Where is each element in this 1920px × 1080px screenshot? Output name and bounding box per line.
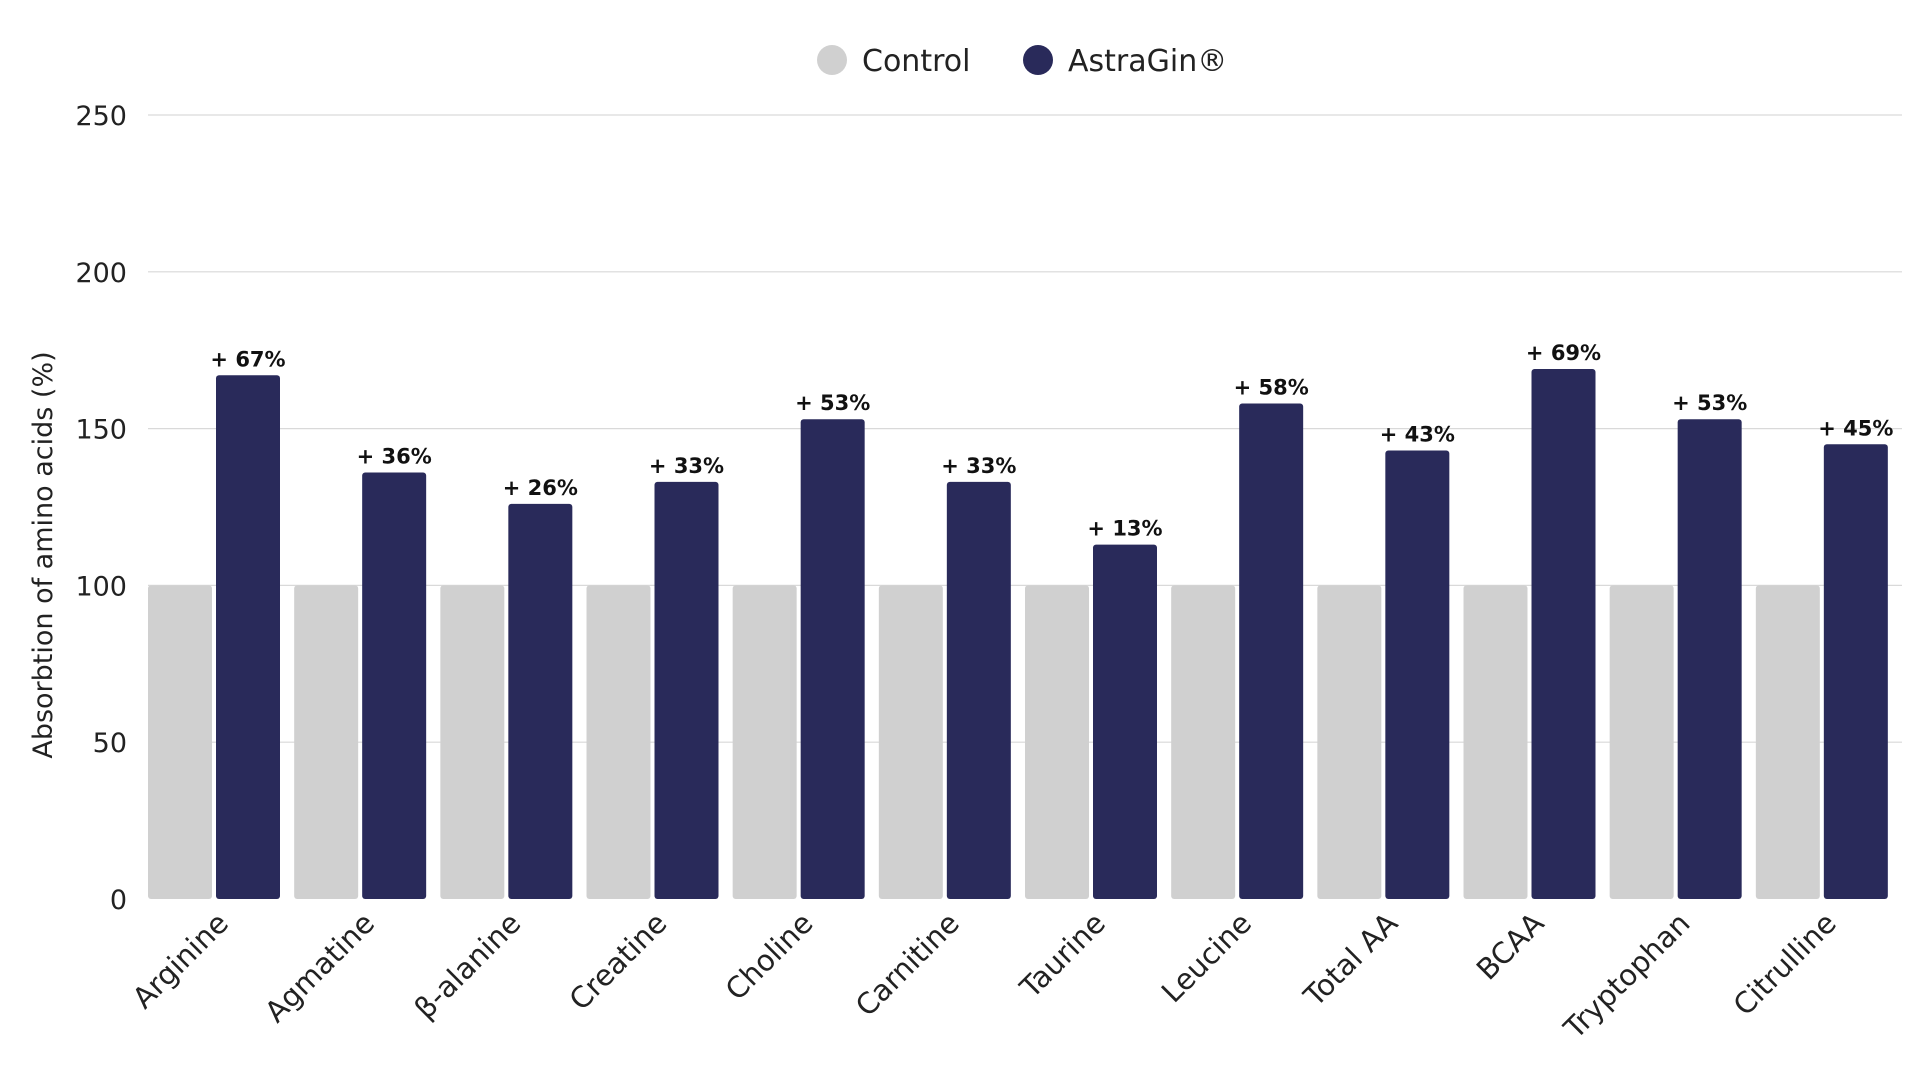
y-tick-label: 100 bbox=[75, 571, 127, 602]
data-label: + 67% bbox=[210, 347, 285, 371]
y-tick-label: 200 bbox=[75, 258, 127, 289]
bar-control bbox=[1025, 585, 1089, 899]
x-axis-ticks: Arginine Agmatine β-alanine Creatine Choline… bbox=[126, 906, 1843, 1046]
bar-control bbox=[294, 585, 359, 899]
x-tick-label: Taurine bbox=[1013, 906, 1112, 1005]
bar-control bbox=[1317, 585, 1382, 899]
bar-astragin bbox=[1823, 444, 1888, 899]
x-tick-label: Citrulline bbox=[1727, 906, 1843, 1022]
data-label: + 36% bbox=[357, 445, 432, 469]
bar-astragin bbox=[1677, 419, 1742, 899]
y-tick-label: 50 bbox=[93, 728, 127, 759]
x-tick-label: Leucine bbox=[1155, 906, 1258, 1009]
legend-label-astragin: AstraGin® bbox=[1068, 44, 1227, 79]
bar-control bbox=[586, 585, 651, 899]
data-label: + 45% bbox=[1818, 416, 1893, 440]
bar-control bbox=[440, 585, 505, 899]
legend-swatch-control bbox=[817, 45, 847, 75]
bar-control bbox=[1755, 585, 1820, 899]
x-tick-label: Carnitine bbox=[849, 906, 966, 1023]
bar-control bbox=[1171, 585, 1236, 899]
y-tick-label: 150 bbox=[75, 415, 127, 446]
data-label: + 26% bbox=[503, 476, 578, 500]
legend: Control AstraGin® bbox=[817, 44, 1227, 79]
bar-astragin bbox=[1531, 369, 1596, 899]
bar-control bbox=[878, 585, 943, 899]
bar-astragin bbox=[946, 481, 1011, 899]
x-tick-label: BCAA bbox=[1470, 906, 1551, 987]
legend-label-control: Control bbox=[862, 44, 970, 79]
data-label: + 69% bbox=[1526, 341, 1601, 365]
x-tick-label: Total AA bbox=[1296, 906, 1404, 1014]
y-axis-title: Absorbtion of amino acids (%) bbox=[28, 351, 59, 758]
bar-astragin bbox=[216, 375, 280, 900]
bar-control bbox=[1463, 585, 1528, 899]
x-tick-label: β-alanine bbox=[408, 906, 528, 1026]
x-tick-label: Arginine bbox=[126, 906, 235, 1015]
bar-control bbox=[1609, 585, 1674, 899]
x-tick-label: Agmatine bbox=[258, 906, 381, 1029]
data-label: + 13% bbox=[1087, 517, 1162, 541]
bar-astragin bbox=[362, 472, 427, 899]
data-label: + 33% bbox=[649, 454, 724, 478]
bar-astragin bbox=[1239, 403, 1304, 899]
bar-astragin bbox=[1385, 450, 1450, 899]
bar-astragin bbox=[800, 419, 865, 899]
bar-astragin bbox=[508, 503, 573, 899]
bar-control bbox=[732, 585, 797, 899]
data-label: + 58% bbox=[1234, 376, 1309, 400]
bars bbox=[148, 369, 1888, 900]
data-labels: + 67% + 36% + 26% + 33% + 53% + 33% + 13% + 58%… bbox=[210, 341, 1893, 541]
data-label: + 53% bbox=[795, 391, 870, 415]
x-tick-label: Tryptophan bbox=[1557, 906, 1697, 1046]
bar-astragin bbox=[1093, 544, 1157, 899]
x-tick-label: Choline bbox=[719, 906, 820, 1007]
data-label: + 43% bbox=[1380, 423, 1455, 447]
y-tick-label: 250 bbox=[75, 101, 127, 132]
data-label: + 53% bbox=[1672, 391, 1747, 415]
data-label: + 33% bbox=[941, 454, 1016, 478]
x-tick-label: Creatine bbox=[563, 906, 674, 1017]
bar-control bbox=[148, 585, 212, 899]
legend-swatch-astragin bbox=[1023, 45, 1053, 75]
y-tick-label: 0 bbox=[110, 885, 127, 916]
bar-astragin bbox=[654, 481, 719, 899]
y-axis-ticks: 0 50 100 150 200 250 bbox=[75, 101, 127, 916]
